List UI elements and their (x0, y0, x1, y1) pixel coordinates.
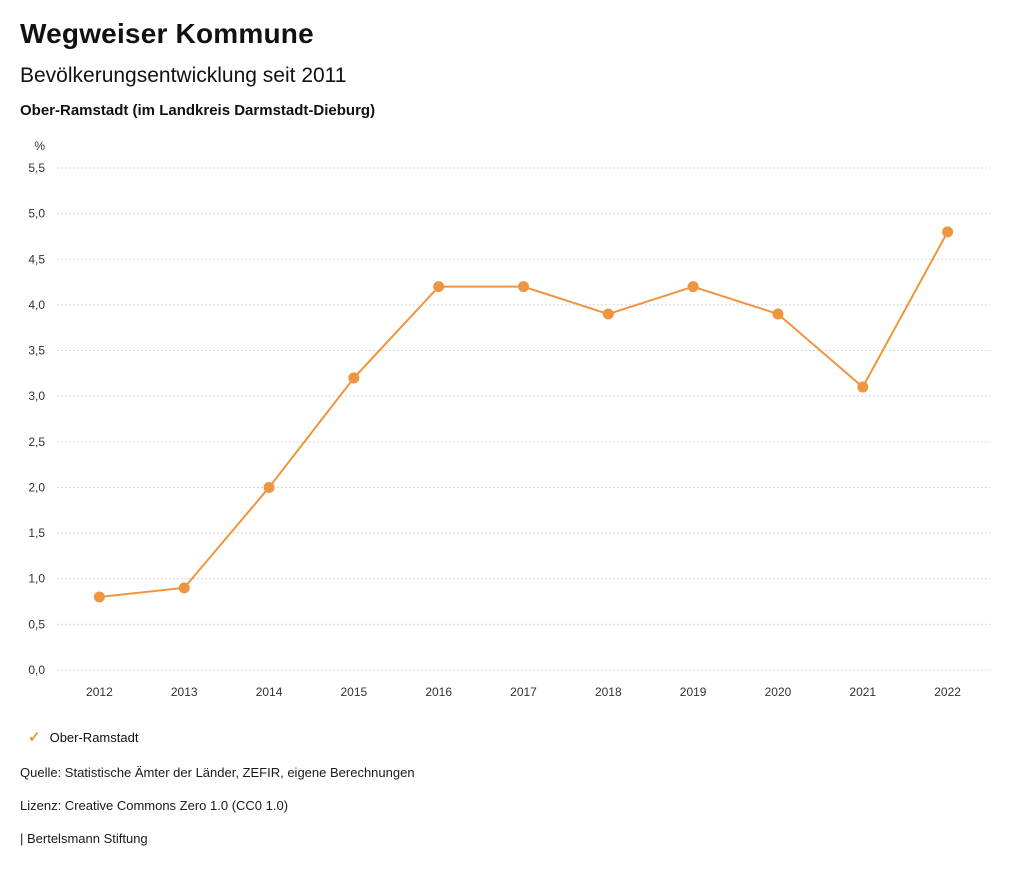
data-point[interactable] (942, 226, 954, 238)
data-point[interactable] (857, 381, 869, 393)
data-point[interactable] (93, 591, 105, 603)
attribution-line: | Bertelsmann Stiftung (20, 831, 148, 846)
legend-label: Ober-Ramstadt (49, 730, 139, 745)
source-line: Quelle: Statistische Ämter der Länder, Z… (20, 765, 415, 780)
y-tick-label: 2,5 (28, 435, 45, 449)
data-point[interactable] (348, 372, 360, 384)
data-point[interactable] (518, 281, 529, 293)
y-tick-label: 0,0 (28, 663, 45, 677)
chart-header: Wegweiser Kommune Bevölkerungsentwicklun… (0, 0, 1024, 119)
y-tick-label: 4,0 (28, 298, 45, 312)
brand-title: Wegweiser Kommune (20, 18, 314, 49)
data-point[interactable] (687, 281, 699, 293)
x-tick-label: 2018 (595, 685, 622, 699)
x-tick-label: 2015 (341, 685, 368, 699)
y-tick-label: 5,5 (28, 161, 45, 175)
legend-check-icon: ✓ (28, 729, 41, 746)
x-tick-label: 2014 (256, 685, 283, 699)
license-line: Lizenz: Creative Commons Zero 1.0 (CC0 1… (20, 798, 289, 813)
legend[interactable]: ✓ Ober-Ramstadt (28, 730, 1024, 745)
chart-area: % 0,0 0,5 1,0 1,5 2,0 2,5 3,0 3,5 4,0 4,5 5,0 5,5 201… (10, 123, 1024, 728)
x-tick-label: 2020 (765, 685, 792, 699)
data-point[interactable] (433, 281, 445, 293)
y-tick-label: 0,5 (28, 617, 45, 631)
data-point[interactable] (772, 308, 784, 320)
y-tick-label: 4,5 (28, 252, 45, 266)
x-tick-label: 2021 (849, 685, 876, 699)
y-tick-label: 3,0 (28, 389, 45, 403)
data-point[interactable] (602, 308, 614, 320)
chart-subtitle: Ober-Ramstadt (im Landkreis Darmstadt-Di… (20, 102, 376, 119)
data-point[interactable] (263, 481, 275, 493)
chart-title: Bevölkerungsentwicklung seit 2011 (20, 64, 347, 87)
x-tick-label: 2019 (680, 685, 707, 699)
x-tick-label: 2012 (86, 685, 113, 699)
x-tick-label: 2022 (934, 685, 961, 699)
x-tick-label: 2016 (425, 685, 452, 699)
y-tick-label: 1,5 (28, 526, 45, 540)
x-tick-label: 2013 (171, 685, 198, 699)
data-point[interactable] (178, 582, 190, 594)
y-tick-label: 5,0 (28, 207, 45, 221)
chart-footer: Quelle: Statistische Ämter der Länder, Z… (0, 745, 1024, 846)
x-tick-label: 2017 (510, 685, 537, 699)
y-tick-label: 2,0 (28, 480, 45, 494)
y-tick-label: 3,5 (28, 344, 45, 358)
y-tick-label: 1,0 (28, 572, 45, 586)
y-axis-unit-label: % (34, 139, 45, 153)
line-chart: % 0,0 0,5 1,0 1,5 2,0 2,5 3,0 3,5 4,0 4,5 5,0 5,5 201… (28, 139, 990, 699)
